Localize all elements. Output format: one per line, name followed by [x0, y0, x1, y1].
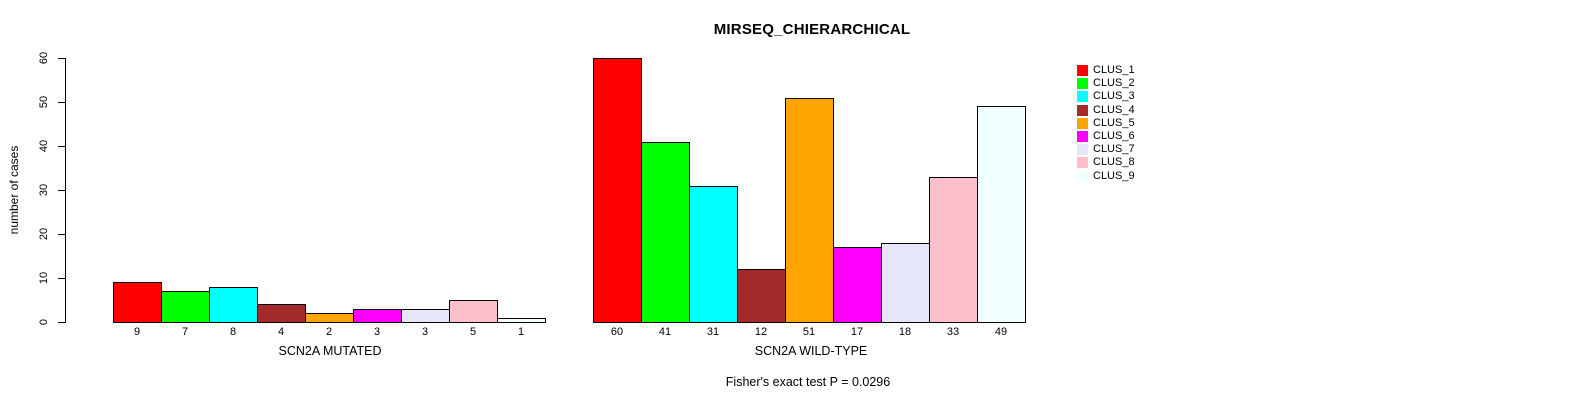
legend-row-clus_6: CLUS_6: [1077, 130, 1135, 143]
bar-clus_3: [209, 287, 258, 323]
bar-value-label: 12: [754, 326, 768, 338]
bar-clus_9: [977, 106, 1026, 323]
y-tick-label: 50: [38, 95, 50, 109]
legend-row-clus_1: CLUS_1: [1077, 64, 1135, 77]
chart-title: MIRSEQ_CHIERARCHICAL: [713, 21, 911, 38]
legend-label: CLUS_8: [1093, 156, 1135, 169]
bar-value-label: 49: [994, 326, 1008, 338]
bar-clus_5: [785, 98, 834, 323]
bar-clus_2: [161, 291, 210, 323]
y-tick-label: 20: [38, 227, 50, 241]
legend-label: CLUS_4: [1093, 103, 1135, 116]
legend-swatch-icon: [1077, 104, 1088, 116]
bar-value-label: 5: [469, 326, 477, 338]
bar-clus_8: [929, 177, 978, 323]
bar-value-label: 1: [517, 326, 525, 338]
legend-row-clus_3: CLUS_3: [1077, 90, 1135, 103]
bar-clus_9: [497, 318, 546, 323]
legend-label: CLUS_6: [1093, 129, 1135, 142]
bar-clus_2: [641, 142, 690, 323]
x-axis-label-wildtype: SCN2A WILD-TYPE: [754, 344, 868, 358]
legend-swatch-icon: [1077, 131, 1088, 143]
legend-swatch-icon: [1077, 157, 1088, 169]
bar-value-label: 18: [898, 326, 912, 338]
bar-value-label: 17: [850, 326, 864, 338]
y-axis-label: number of cases: [7, 145, 21, 235]
bar-clus_4: [737, 269, 786, 323]
bar-clus_1: [113, 282, 162, 323]
bar-value-label: 7: [181, 326, 189, 338]
y-tick-label: 30: [38, 183, 50, 197]
legend-label: CLUS_5: [1093, 116, 1135, 129]
bar-clus_6: [833, 247, 882, 323]
bar-value-label: 41: [658, 326, 672, 338]
bar-clus_1: [593, 58, 642, 323]
y-tick-mark: [58, 234, 65, 235]
bar-value-label: 2: [325, 326, 333, 338]
legend-label: CLUS_2: [1093, 77, 1135, 90]
bar-clus_8: [449, 300, 498, 323]
bar-clus_7: [401, 309, 450, 323]
legend-label: CLUS_9: [1093, 169, 1135, 182]
bar-value-label: 60: [610, 326, 624, 338]
legend-swatch-icon: [1077, 117, 1088, 129]
bar-clus_3: [689, 186, 738, 323]
legend-label: CLUS_3: [1093, 90, 1135, 103]
y-tick-label: 0: [38, 318, 50, 326]
y-axis-line: [65, 58, 66, 323]
bar-value-label: 9: [133, 326, 141, 338]
bar-clus_7: [881, 243, 930, 323]
y-tick-label: 60: [38, 51, 50, 65]
y-tick-mark: [58, 190, 65, 191]
legend-row-clus_7: CLUS_7: [1077, 143, 1135, 156]
legend-label: CLUS_7: [1093, 143, 1135, 156]
legend-row-clus_2: CLUS_2: [1077, 77, 1135, 90]
bar-clus_5: [305, 313, 354, 323]
y-tick-mark: [58, 322, 65, 323]
bar-value-label: 33: [946, 326, 960, 338]
bar-value-label: 51: [802, 326, 816, 338]
footnote-fisher-test: Fisher's exact test P = 0.0296: [725, 375, 891, 389]
y-tick-mark: [58, 278, 65, 279]
y-tick-label: 40: [38, 139, 50, 153]
legend-swatch-icon: [1077, 91, 1088, 103]
legend-row-clus_4: CLUS_4: [1077, 104, 1135, 117]
bar-value-label: 3: [421, 326, 429, 338]
legend-row-clus_8: CLUS_8: [1077, 156, 1135, 169]
bar-value-label: 8: [229, 326, 237, 338]
legend-swatch-icon: [1077, 170, 1088, 182]
legend-row-clus_5: CLUS_5: [1077, 117, 1135, 130]
bar-clus_4: [257, 304, 306, 323]
legend-swatch-icon: [1077, 144, 1088, 156]
y-tick-mark: [58, 58, 65, 59]
legend-row-clus_9: CLUS_9: [1077, 170, 1135, 183]
bar-value-label: 3: [373, 326, 381, 338]
legend-swatch-icon: [1077, 65, 1088, 77]
legend-swatch-icon: [1077, 78, 1088, 90]
y-tick-label: 10: [38, 271, 50, 285]
legend-label: CLUS_1: [1093, 64, 1135, 76]
x-axis-label-mutated: SCN2A MUTATED: [278, 344, 382, 358]
y-tick-mark: [58, 146, 65, 147]
bar-clus_6: [353, 309, 402, 323]
y-tick-mark: [58, 102, 65, 103]
legend: CLUS_1 CLUS_2 CLUS_3 CLUS_4 CLUS_5 CLUS_6 CLUS…: [1077, 64, 1135, 183]
bar-value-label: 31: [706, 326, 720, 338]
bar-value-label: 4: [277, 326, 285, 338]
